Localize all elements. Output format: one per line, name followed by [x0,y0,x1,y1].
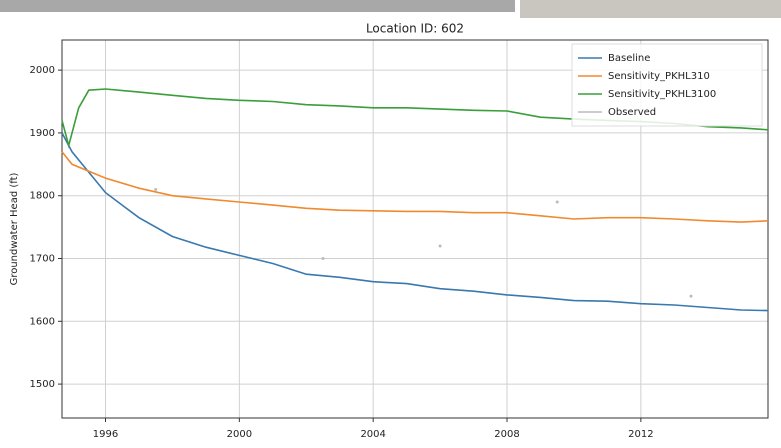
y-tick-label: 2000 [30,65,55,76]
thumbnail [520,0,781,18]
page: {"chart_data": {"type": "line", "title":… [0,0,781,448]
y-tick-label: 1700 [30,254,55,265]
legend-label: Observed [608,107,656,118]
y-tick-label: 1500 [30,379,55,390]
observed-point [154,188,157,191]
y-tick-label: 1900 [30,128,55,139]
x-tick-label: 2000 [227,429,252,440]
y-tick-label: 1600 [30,316,55,327]
x-tick-label: 2012 [628,429,653,440]
observed-point [556,201,559,204]
legend-label: Baseline [608,53,650,64]
chart-title: Location ID: 602 [366,22,464,36]
x-tick-label: 2008 [494,429,519,440]
x-tick-label: 2004 [360,429,385,440]
observed-point [439,244,442,247]
legend-label: Sensitivity_PKHL3100 [608,89,716,100]
observed-point [690,295,693,298]
series-line [62,152,768,222]
x-tick-label: 1996 [93,429,118,440]
series-line [62,133,768,311]
observed-point [321,257,324,260]
top-strip [0,0,515,12]
legend-label: Sensitivity_PKHL310 [608,71,710,82]
chart: Location ID: 602 Groundwater Head (ft) 1… [0,0,781,448]
y-axis-label: Groundwater Head (ft) [9,172,20,285]
legend-box [572,44,762,126]
y-tick-label: 1800 [30,191,55,202]
